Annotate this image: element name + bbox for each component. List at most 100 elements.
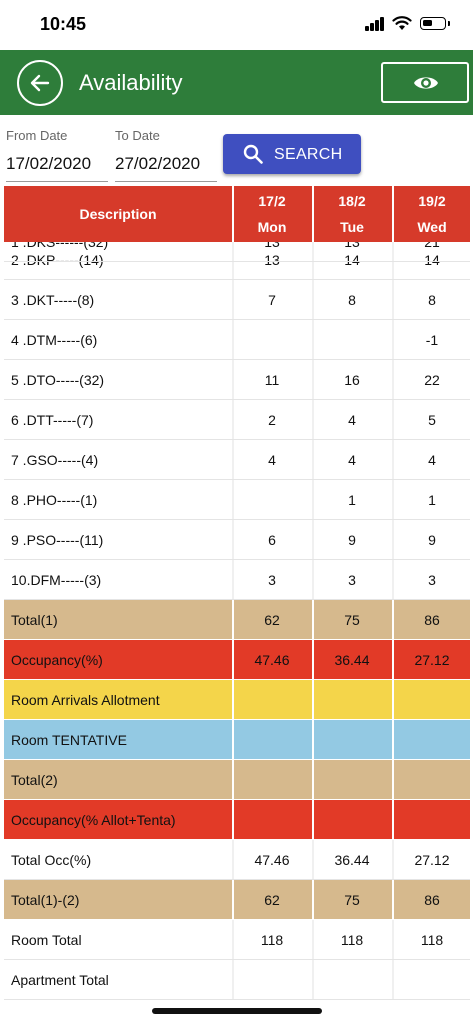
table-row: 9 .PSO-----(11) 6 9 9 [4, 520, 470, 560]
row-description: 6 .DTT-----(7) [11, 411, 94, 428]
app-bar: Availability [0, 50, 473, 115]
row-value: 27.12 [392, 840, 470, 879]
status-bar: 10:45 [0, 0, 473, 50]
view-toggle-button[interactable] [381, 62, 469, 103]
row-value [392, 800, 470, 839]
table-row: 10.DFM-----(3) 3 3 3 [4, 560, 470, 600]
arrow-left-icon [30, 74, 50, 92]
to-date-label: To Date [115, 128, 160, 143]
row-value: 62 [232, 600, 310, 639]
table-row: Apartment Total [4, 960, 470, 1000]
table-header: Description 17/2 Mon 18/2 Tue 19/2 Wed [4, 186, 470, 242]
row-value: 1 [312, 480, 390, 519]
row-value: 36.44 [312, 840, 390, 879]
row-value [312, 800, 390, 839]
day-header-date: 17/2 [258, 193, 286, 209]
to-date-field[interactable]: 27/02/2020 [115, 150, 217, 182]
row-value: 8 [392, 280, 470, 319]
row-value: 62 [232, 880, 310, 919]
description-header: Description [79, 206, 157, 222]
row-value: 3 [312, 560, 390, 599]
row-value [312, 320, 390, 359]
row-value: 9 [392, 520, 470, 559]
table-row-total: Total(1)-(2) 62 75 86 [4, 880, 470, 920]
table-row-tentative: Room TENTATIVE [4, 720, 470, 760]
row-value: 4 [232, 440, 310, 479]
row-value: 75 [312, 880, 390, 919]
table-row-arrivals-allotment: Room Arrivals Allotment [4, 680, 470, 720]
table-row-occupancy: Occupancy(%) 47.46 36.44 27.12 [4, 640, 470, 680]
row-value [312, 680, 390, 719]
row-description: Apartment Total [11, 971, 109, 988]
row-value: 3 [392, 560, 470, 599]
day-header-weekday: Wed [417, 219, 447, 235]
battery-level [423, 20, 432, 26]
table-row: 3 .DKT-----(8) 7 8 8 [4, 280, 470, 320]
row-value [312, 760, 390, 799]
row-description: Total(1) [11, 611, 58, 628]
row-value: 86 [392, 880, 470, 919]
page-title: Availability [79, 70, 183, 95]
table-row: Total Occ(%) 47.46 36.44 27.12 [4, 840, 470, 880]
row-description: Total(1)-(2) [11, 891, 80, 908]
row-value: 9 [312, 520, 390, 559]
battery-icon [420, 17, 450, 30]
day-header-date: 19/2 [418, 193, 446, 209]
row-value: 47.46 [232, 640, 310, 679]
row-value [232, 800, 310, 839]
eye-icon [414, 77, 438, 89]
row-value: 5 [392, 400, 470, 439]
row-description: 2 .DKP-----(14) [11, 251, 104, 268]
row-description: Room Total [11, 931, 82, 948]
table-row: 5 .DTO-----(32) 11 16 22 [4, 360, 470, 400]
table-row: 7 .GSO-----(4) 4 4 4 [4, 440, 470, 480]
day-header-weekday: Tue [340, 219, 364, 235]
row-description: 8 .PHO-----(1) [11, 491, 98, 508]
row-value: 6 [232, 520, 310, 559]
table-body: 2 .DKP-----(14) 13 14 14 3 .DKT-----(8) … [4, 240, 470, 1000]
day-header: 18/2 Tue [312, 186, 390, 242]
row-value [232, 680, 310, 719]
row-value: 36.44 [312, 640, 390, 679]
table-row-total: Total(1) 62 75 86 [4, 600, 470, 640]
row-value [232, 320, 310, 359]
table-row: 2 .DKP-----(14) 13 14 14 [4, 240, 470, 280]
row-value: 86 [392, 600, 470, 639]
row-value: 2 [232, 400, 310, 439]
back-button[interactable] [17, 60, 63, 106]
day-header: 17/2 Mon [232, 186, 310, 242]
row-value [232, 480, 310, 519]
search-button[interactable]: SEARCH [223, 134, 361, 174]
row-value: 118 [232, 920, 310, 959]
search-button-label: SEARCH [274, 146, 343, 163]
day-header: 19/2 Wed [392, 186, 470, 242]
row-value: 8 [312, 280, 390, 319]
row-value [392, 760, 470, 799]
row-value: 4 [392, 440, 470, 479]
availability-table[interactable]: Description 17/2 Mon 18/2 Tue 19/2 Wed 1… [4, 186, 470, 1024]
day-header-date: 18/2 [338, 193, 366, 209]
row-value: 7 [232, 280, 310, 319]
row-description: 3 .DKT-----(8) [11, 291, 95, 308]
row-description: Room TENTATIVE [11, 731, 127, 748]
from-date-label: From Date [6, 128, 68, 143]
row-description: Room Arrivals Allotment [11, 691, 160, 708]
row-value: 22 [392, 360, 470, 399]
day-header-weekday: Mon [257, 219, 287, 235]
row-value: 3 [232, 560, 310, 599]
row-description: Total(2) [11, 771, 58, 788]
home-indicator[interactable] [152, 1008, 322, 1014]
row-description: 5 .DTO-----(32) [11, 371, 105, 388]
row-value: 4 [312, 400, 390, 439]
row-description: Total Occ(%) [11, 851, 92, 868]
row-value: -1 [392, 320, 470, 359]
from-date-field[interactable]: 17/02/2020 [6, 150, 108, 182]
row-value: 75 [312, 600, 390, 639]
row-value [232, 720, 310, 759]
cellular-signal-icon [365, 17, 385, 31]
row-value [312, 720, 390, 759]
row-description: 9 .PSO-----(11) [11, 531, 104, 548]
row-value [232, 760, 310, 799]
wifi-icon [392, 16, 412, 30]
row-value: 47.46 [232, 840, 310, 879]
